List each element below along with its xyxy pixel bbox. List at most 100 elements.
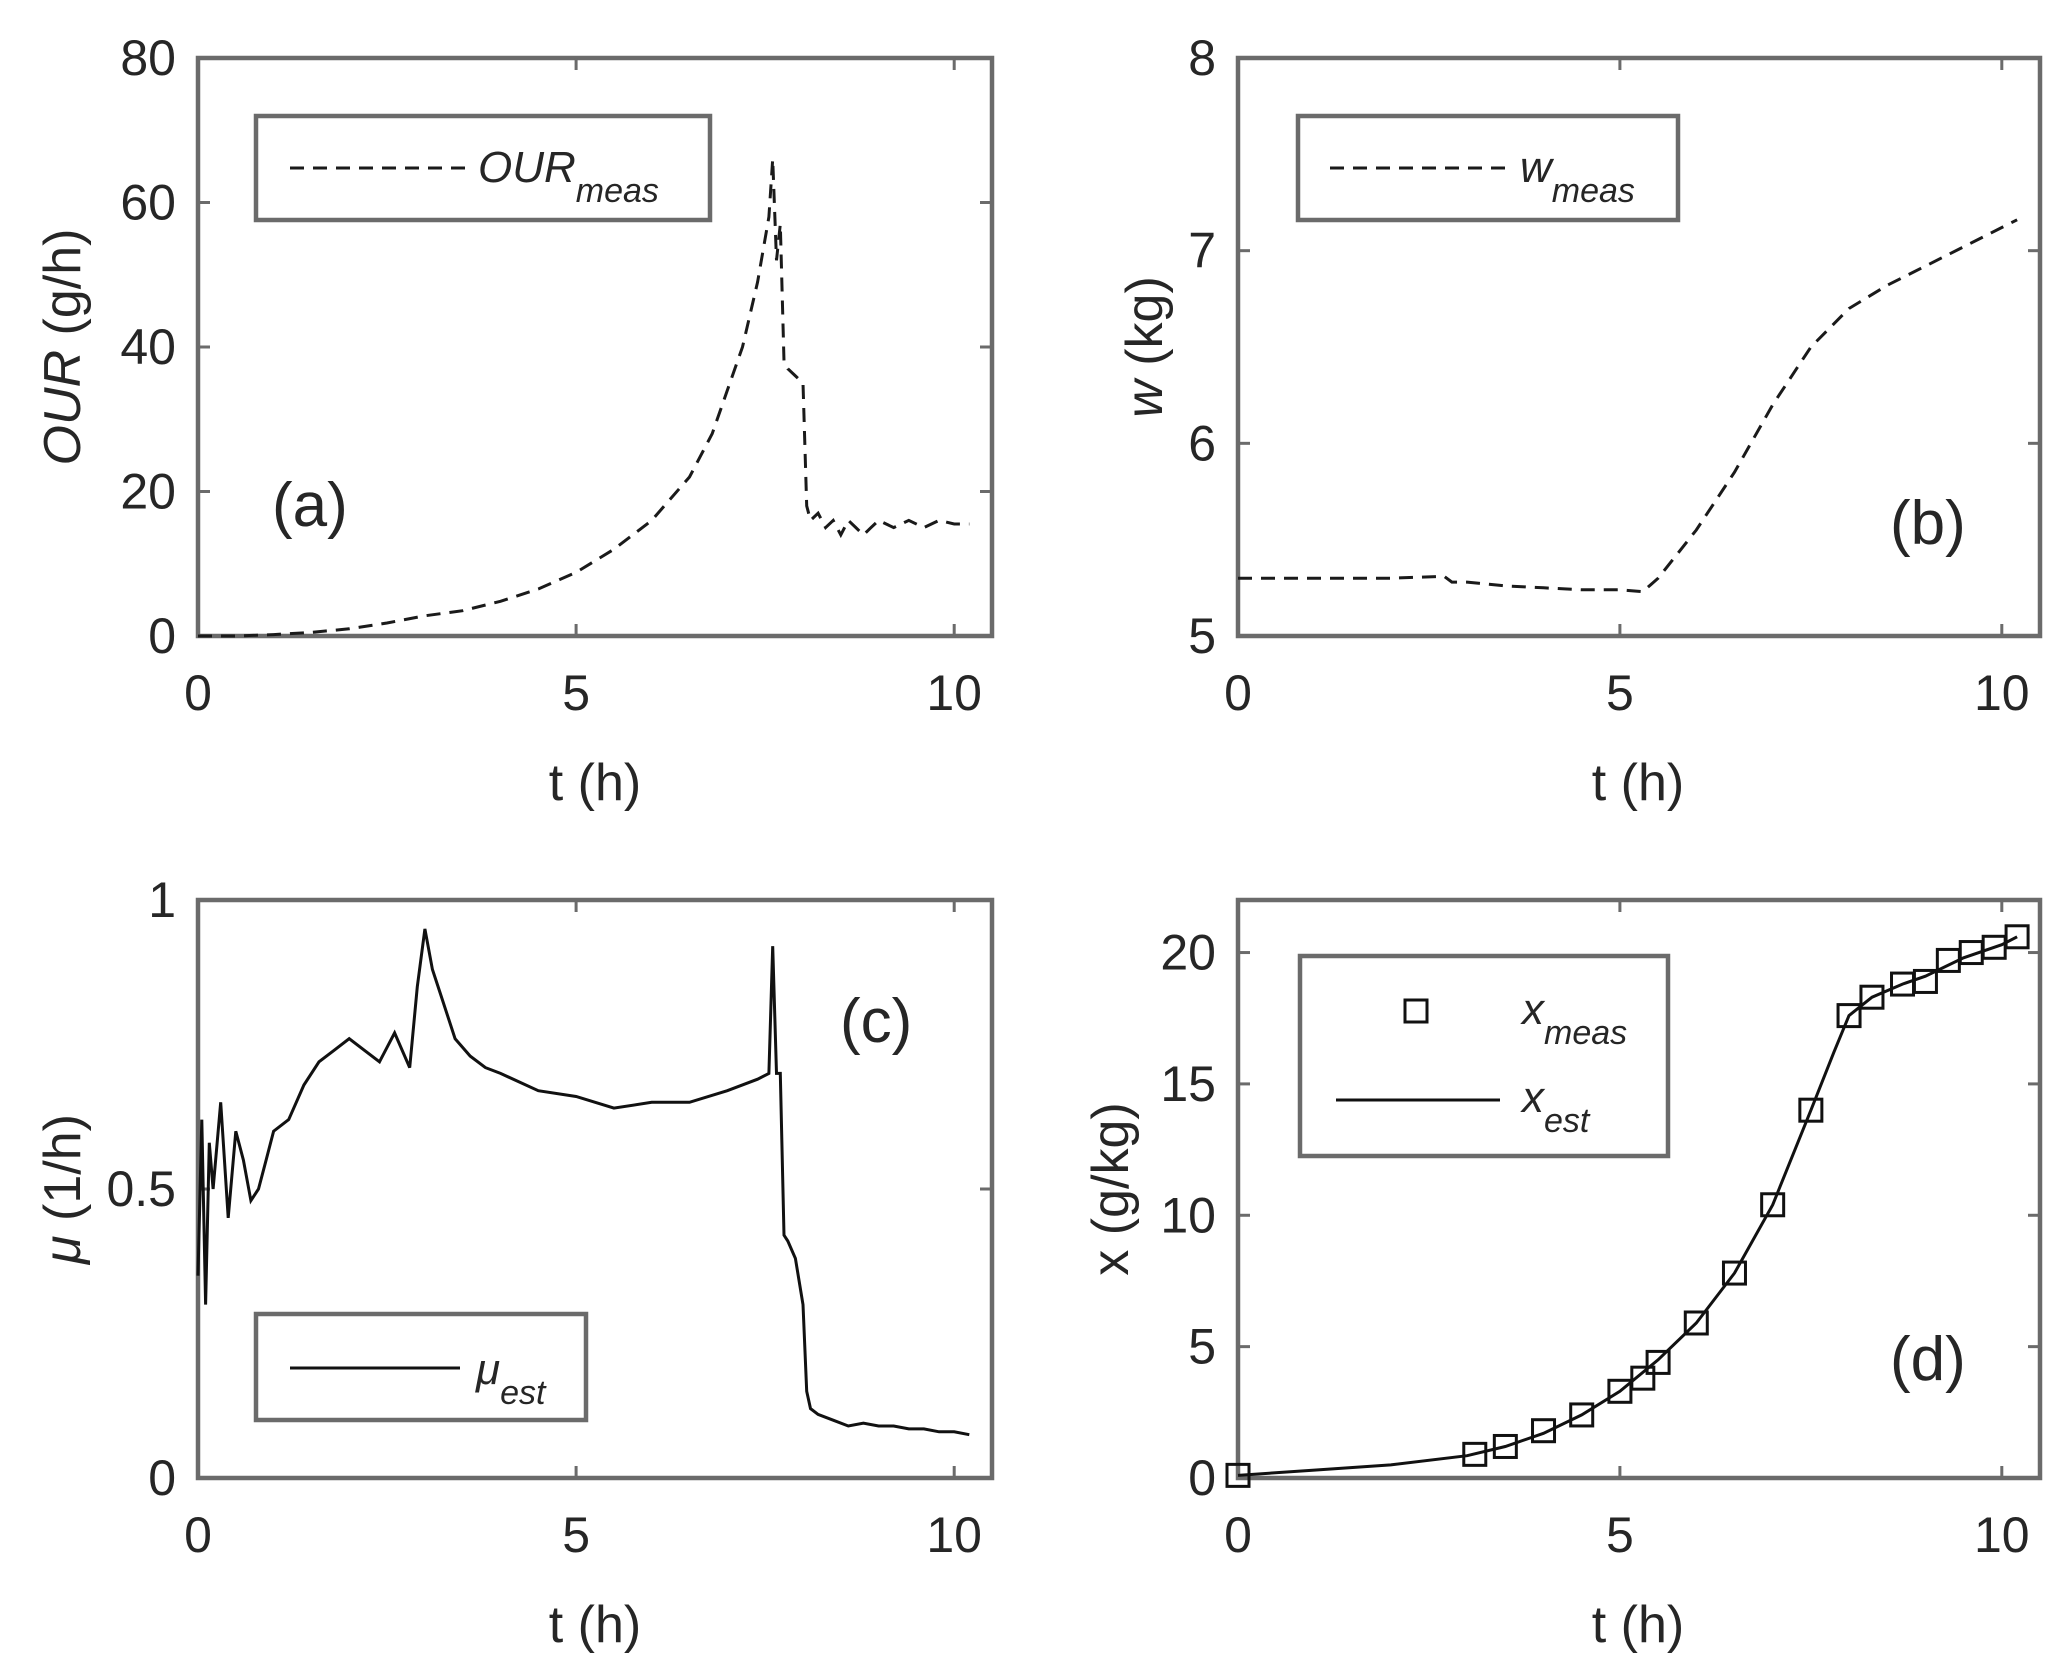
panel-c-xticks: 0 5 10 (184, 900, 982, 1563)
panel-c-xtick-label: 10 (926, 1507, 982, 1563)
panel-b-axes-frame (1235, 55, 2043, 639)
panel-a-ytick-label: 20 (120, 464, 176, 520)
panel-d-series (1225, 924, 2030, 1488)
panel-c-ytick-label: 1 (148, 872, 176, 928)
panel-d-marker-x_meas (1492, 1433, 1518, 1459)
panel-a-xlabel: t (h) (549, 754, 641, 812)
panel-b-ylabel-unit: (kg) (1116, 276, 1174, 380)
panel-c-yticks: 00.51 (106, 872, 992, 1506)
panel-d-tag: (d) (1890, 1325, 1966, 1394)
panel-b-ytick-label: 8 (1188, 30, 1216, 86)
panel-c-ylabel: μ (1/h) (34, 1114, 92, 1266)
panel-a-xtick-label: 10 (926, 665, 982, 721)
panel-a-ytick-label: 80 (120, 30, 176, 86)
panel-a-ylabel: OUR (g/h) (34, 229, 92, 466)
panel-d-line-x_est (1237, 935, 2018, 1477)
panel-d-xtick-label: 5 (1606, 1507, 1634, 1563)
panel-b-legend-sub: meas (1552, 172, 1635, 210)
panel-b-series (1238, 218, 2018, 594)
panel-d-marker-x_meas (1859, 984, 1885, 1010)
panel-b-legend-base: w (1520, 143, 1555, 192)
panel-b-ytick-label: 7 (1188, 223, 1216, 279)
panel-a-legend-label: OURmeas (478, 143, 659, 210)
panel-d-marker-x_meas (2004, 924, 2030, 950)
panel-b-ytick-label: 6 (1188, 415, 1216, 471)
panel-c-legend-label: μest (475, 1345, 547, 1412)
panel-c-ytick-label: 0.5 (106, 1161, 176, 1217)
panel-c-line-μ_est (196, 928, 970, 1437)
panel-d-xticks: 0 5 10 (1224, 900, 2030, 1563)
panel-d-marker-x_meas (1721, 1260, 1747, 1286)
panel-c: 0 5 10 00.51 t (h) μ (1/h) (c) μest (34, 872, 995, 1654)
panel-d-legend-est-base: x (1520, 1073, 1546, 1122)
panel-d-ytick-label: 10 (1160, 1187, 1216, 1243)
panel-a-xtick-label: 5 (562, 665, 590, 721)
panel-d-ytick-label: 20 (1160, 925, 1216, 981)
panel-d-legend-swatch-square (1403, 998, 1429, 1024)
panel-a-legend-box (253, 113, 713, 223)
panel-a-xticks: 0 5 10 (184, 58, 982, 721)
panel-b-line-w_meas (1238, 218, 2018, 594)
panel-c-ylabel-unit: (1/h) (34, 1114, 92, 1235)
panel-d-xtick-label: 0 (1224, 1507, 1252, 1563)
panel-d-marker-x_meas (1798, 1097, 1824, 1123)
panel-d-legend: xmeas xest (1297, 953, 1671, 1159)
panel-d-legend-est-sub: est (1544, 1102, 1591, 1140)
panel-a-legend-base: OUR (478, 143, 576, 192)
panel-d-marker-x_meas (1645, 1349, 1671, 1375)
panel-a-ytick-label: 0 (148, 608, 176, 664)
panel-c-series (196, 928, 970, 1437)
panel-b-xlabel: t (h) (1592, 754, 1684, 812)
panel-b-tag: (b) (1890, 489, 1966, 558)
panel-a-legend-sub: meas (576, 172, 659, 210)
panel-c-ylabel-var: μ (34, 1235, 92, 1266)
panel-c-legend-base: μ (475, 1345, 500, 1394)
panel-b-legend: wmeas (1295, 113, 1681, 223)
panel-a-yticks: 0 20 40 60 80 (120, 30, 992, 664)
panel-d-ytick-label: 5 (1188, 1319, 1216, 1375)
panel-d-legend-meas-sub: meas (1544, 1014, 1627, 1052)
panel-d-marker-x_meas (1630, 1365, 1656, 1391)
panel-b-ytick-label: 5 (1188, 608, 1216, 664)
panel-a-tag: (a) (272, 471, 348, 540)
panel-b-xtick-label: 0 (1224, 665, 1252, 721)
panel-c-xtick-label: 0 (184, 1507, 212, 1563)
panel-b-xtick-label: 10 (1974, 665, 2030, 721)
panel-d-xtick-label: 10 (1974, 1507, 2030, 1563)
panel-a-ytick-label: 40 (120, 319, 176, 375)
panel-b-ylabel-var: w (1116, 377, 1174, 418)
panel-c-legend: μest (253, 1311, 589, 1423)
panel-d-ytick-label: 15 (1160, 1056, 1216, 1112)
panel-a-ylabel-unit: (g/h) (34, 229, 92, 350)
panel-b-yticks: 5 6 7 8 (1188, 30, 2040, 664)
panel-d-marker-x_meas (1760, 1192, 1786, 1218)
panel-a-legend: OURmeas (253, 113, 713, 223)
panel-c-legend-sub: est (500, 1374, 547, 1412)
panel-c-xlabel: t (h) (549, 1596, 641, 1654)
panel-d-marker-x_meas (1462, 1441, 1488, 1467)
panel-d-marker-x_meas (1531, 1418, 1557, 1444)
panel-c-tag: (c) (840, 987, 912, 1056)
panel-d-marker-x_meas (1607, 1378, 1633, 1404)
panel-d-marker-x_meas (1683, 1310, 1709, 1336)
panel-a-ytick-label: 60 (120, 175, 176, 231)
panel-d-ylabel-unit: (g/kg) (1082, 1102, 1140, 1249)
panel-d-ytick-label: 0 (1188, 1450, 1216, 1506)
panel-a-line-OUR_meas (198, 159, 970, 638)
panel-d-yticks: 0 5 10 15 20 (1160, 925, 2040, 1506)
panel-c-xtick-label: 5 (562, 1507, 590, 1563)
panel-d-marker-x_meas (1569, 1402, 1595, 1428)
panel-d-legend-meas-base: x (1520, 985, 1546, 1034)
panel-d-legend-label-est: xest (1520, 1073, 1591, 1140)
panel-a: 0 5 10 0 20 40 60 80 t (h) OUR (g/h) (a) OURme… (34, 30, 995, 812)
panel-d-legend-label-meas: xmeas (1520, 985, 1627, 1052)
panel-b-xticks: 0 5 10 (1224, 58, 2030, 721)
panel-d-ylabel: x (g/kg) (1082, 1102, 1140, 1275)
panel-d-axes-frame (1235, 897, 2043, 1481)
panel-b-xtick-label: 5 (1606, 665, 1634, 721)
panel-d-xlabel: t (h) (1592, 1596, 1684, 1654)
